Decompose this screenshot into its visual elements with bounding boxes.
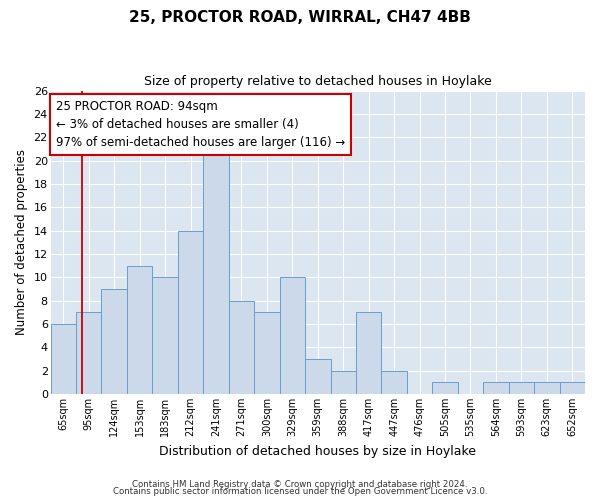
Bar — [483, 382, 509, 394]
Title: Size of property relative to detached houses in Hoylake: Size of property relative to detached ho… — [144, 75, 491, 88]
Bar — [560, 382, 585, 394]
Bar — [382, 370, 407, 394]
Text: 25 PROCTOR ROAD: 94sqm
← 3% of detached houses are smaller (4)
97% of semi-detac: 25 PROCTOR ROAD: 94sqm ← 3% of detached … — [56, 100, 345, 148]
Text: Contains public sector information licensed under the Open Government Licence v3: Contains public sector information licen… — [113, 488, 487, 496]
Bar — [101, 289, 127, 394]
Bar — [127, 266, 152, 394]
Text: Contains HM Land Registry data © Crown copyright and database right 2024.: Contains HM Land Registry data © Crown c… — [132, 480, 468, 489]
Bar — [203, 137, 229, 394]
Bar — [280, 278, 305, 394]
Bar — [433, 382, 458, 394]
Bar — [254, 312, 280, 394]
Bar — [305, 359, 331, 394]
Bar — [509, 382, 534, 394]
Bar — [152, 278, 178, 394]
X-axis label: Distribution of detached houses by size in Hoylake: Distribution of detached houses by size … — [159, 444, 476, 458]
Bar — [50, 324, 76, 394]
Bar — [178, 230, 203, 394]
Bar — [356, 312, 382, 394]
Text: 25, PROCTOR ROAD, WIRRAL, CH47 4BB: 25, PROCTOR ROAD, WIRRAL, CH47 4BB — [129, 10, 471, 25]
Y-axis label: Number of detached properties: Number of detached properties — [15, 150, 28, 336]
Bar — [76, 312, 101, 394]
Bar — [534, 382, 560, 394]
Bar — [229, 300, 254, 394]
Bar — [331, 370, 356, 394]
